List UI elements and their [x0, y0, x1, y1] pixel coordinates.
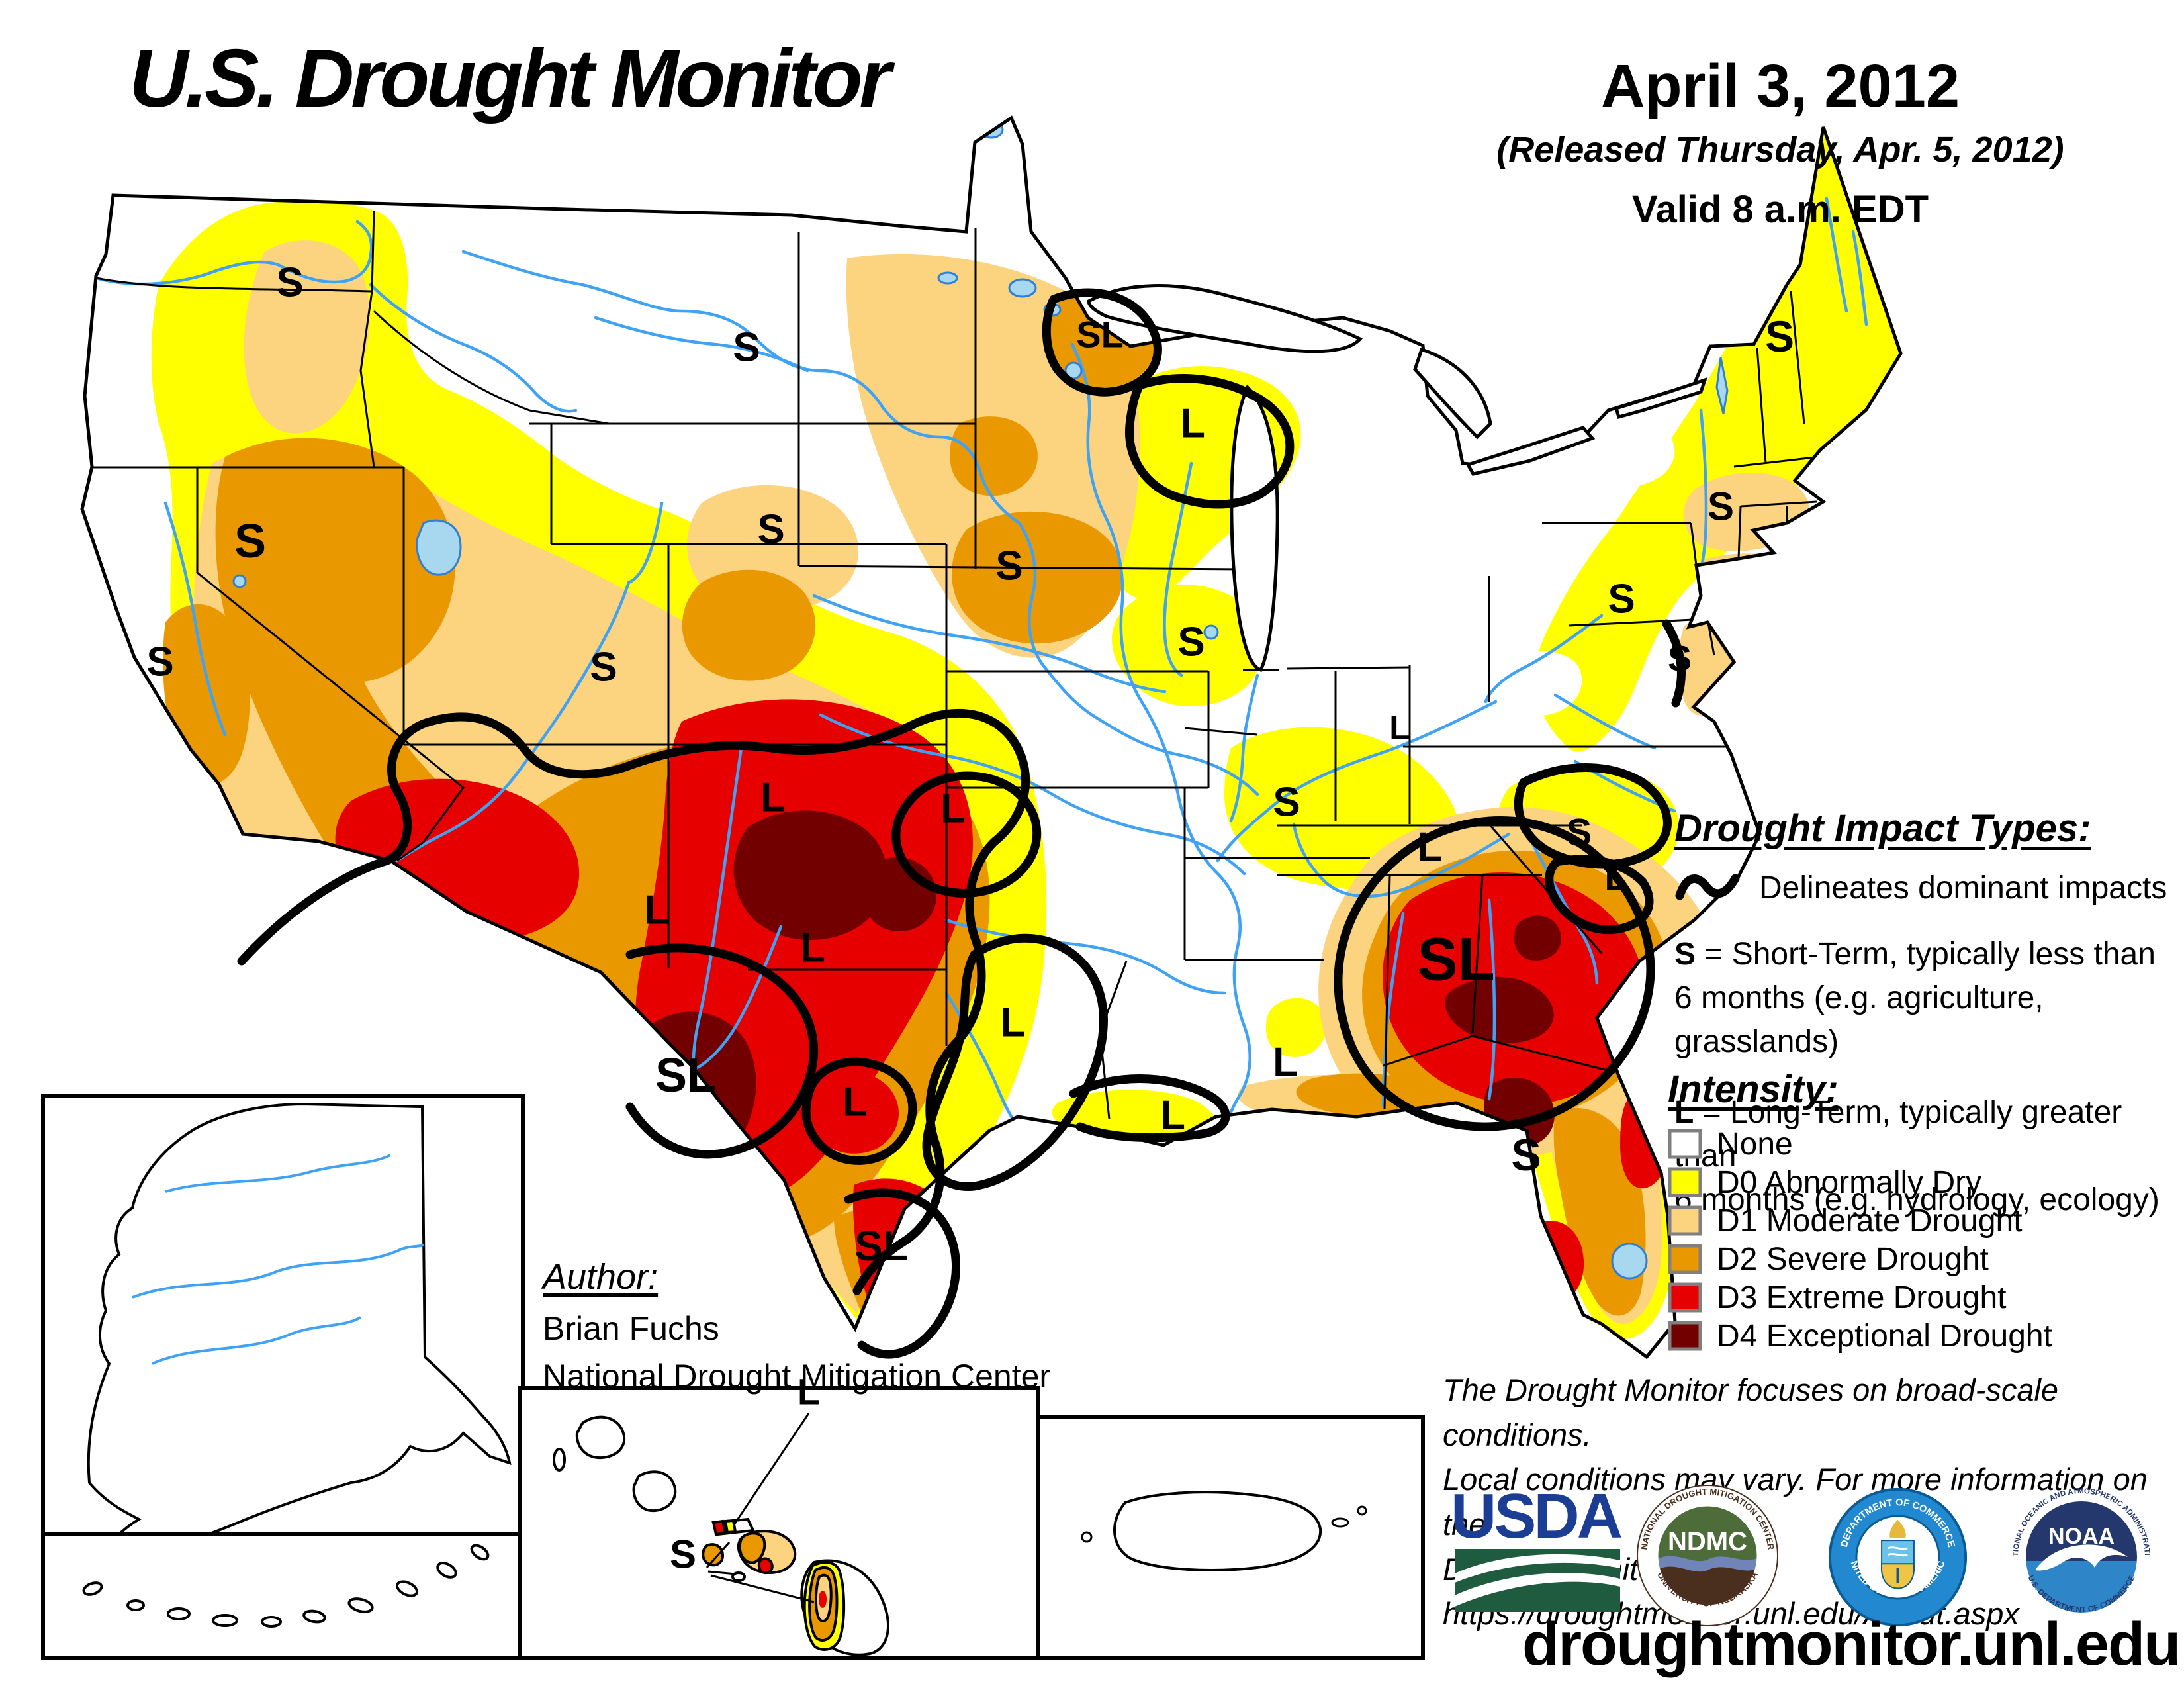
- delineation-squiggle-icon: [1675, 874, 1740, 900]
- impact-label: L: [1417, 824, 1442, 870]
- impact-label: S: [590, 644, 617, 690]
- impact-label: SL: [655, 1049, 717, 1102]
- impact-label: S: [1511, 1130, 1541, 1180]
- intensity-legend-title: Intensity:: [1668, 1068, 1839, 1111]
- impact-label: S: [1764, 312, 1795, 361]
- intensity-label: D2 Severe Drought: [1717, 1241, 1989, 1277]
- date-block: April 3, 2012 (Released Thursday, Apr. 5…: [1482, 52, 2078, 232]
- impact-label: S: [669, 1532, 697, 1577]
- impact-label: S: [1707, 484, 1735, 529]
- impact-label: S: [1608, 576, 1635, 622]
- impact-label: SL: [1417, 925, 1495, 994]
- impact-label: L: [797, 1370, 821, 1413]
- doc-eagle: [1889, 1519, 1906, 1538]
- small-lakes: [232, 120, 1729, 1280]
- alaska-inset: [41, 1094, 525, 1561]
- intensity-item-none: None: [1668, 1126, 2171, 1162]
- commerce-seal: DEPARTMENT OF COMMERCE UNITED STATES OF …: [1827, 1486, 1968, 1627]
- author-organization: National Drought Mitigation Center: [543, 1358, 1051, 1395]
- impact-label: L: [1000, 1000, 1025, 1046]
- map-date: April 3, 2012: [1600, 52, 1960, 120]
- author-heading: Author:: [543, 1257, 659, 1297]
- impact-label: S: [757, 506, 785, 553]
- impact-label: S: [1177, 619, 1205, 665]
- disclaimer-line2: Local conditions may vary. For more info…: [1443, 1462, 2148, 1542]
- impact-label: L: [1604, 855, 1628, 899]
- us-outline: [80, 115, 1903, 1360]
- usda-logo: USDA: [1451, 1486, 1624, 1612]
- impact-label: S: [276, 259, 304, 306]
- noaa-logo: NOAA NATIONAL OCEANIC AND ATMOSPHERIC AD…: [2009, 1483, 2151, 1614]
- short-term-definition: S = Short-Term, typically less than 6 mo…: [1674, 933, 2177, 1064]
- impact-label: L: [842, 1079, 868, 1125]
- impact-label: L: [1389, 709, 1410, 747]
- noaa-wordmark: NOAA: [2048, 1524, 2115, 1549]
- impact-label: L: [1180, 400, 1205, 447]
- great-lakes: [1087, 284, 1707, 672]
- impact-legend-title: Drought Impact Types:: [1674, 807, 2091, 850]
- intensity-item-d2: D2 Severe Drought: [1668, 1242, 2171, 1277]
- ndmc-wordmark: NDMC: [1668, 1527, 1747, 1556]
- usda-wordmark: USDA: [1451, 1486, 1621, 1552]
- impact-delineations: [237, 288, 1686, 1359]
- website-url: droughtmonitor.unl.edu: [1522, 1611, 2181, 1678]
- intensity-item-d1: D1 Moderate Drought: [1668, 1203, 2171, 1239]
- intensity-label: D3 Extreme Drought: [1717, 1280, 2007, 1315]
- long-term-line2: 6 months (e.g. hydrology, ecology): [1674, 1182, 2160, 1218]
- short-term-key: S: [1674, 937, 1696, 972]
- puerto-rico-inset: [1036, 1415, 1425, 1660]
- aleutians-inset: [41, 1532, 525, 1660]
- intensity-label: D0 Abnormally Dry: [1717, 1164, 1982, 1200]
- impact-label: S: [733, 324, 760, 371]
- intensity-legend: Intensity: None D0 Abnormally Dry D1 Mod…: [1668, 1067, 2171, 1354]
- ndmc-logo: NDMC NATIONAL DROUGHT MITIGATION CENTER …: [1637, 1485, 1778, 1626]
- page-title: U.S. Drought Monitor: [129, 33, 891, 124]
- impact-label: L: [1160, 1092, 1185, 1139]
- impact-label: L: [800, 925, 825, 971]
- impact-label: L: [760, 774, 786, 821]
- impact-label: S: [1566, 811, 1592, 855]
- short-term-text: = Short-Term, typically less than: [1696, 937, 2156, 972]
- valid-time: Valid 8 a.m. EDT: [1631, 188, 1929, 232]
- author-name: Brian Fuchs: [543, 1310, 719, 1347]
- short-term-line2: 6 months (e.g. agriculture, grasslands): [1674, 980, 2044, 1060]
- author-block: Author: Brian Fuchs National Drought Mit…: [543, 1256, 1050, 1395]
- intensity-label: D1 Moderate Drought: [1717, 1203, 2023, 1239]
- impact-label: S: [995, 543, 1023, 589]
- rivers: [94, 197, 1868, 1147]
- intensity-item-d0: D0 Abnormally Dry: [1668, 1165, 2171, 1200]
- impact-label: S: [146, 639, 174, 685]
- drought-layers: [92, 120, 1899, 1355]
- impact-label: S: [1273, 779, 1300, 825]
- intensity-item-d3: D3 Extreme Drought: [1668, 1280, 2171, 1315]
- impact-label: SL: [1076, 313, 1124, 355]
- release-date: (Released Thursday, Apr. 5, 2012): [1496, 130, 2064, 170]
- impact-label: SL: [854, 1222, 909, 1270]
- hawaii-inset: [518, 1386, 1040, 1660]
- impact-label: S: [1667, 639, 1692, 679]
- impact-label: L: [644, 887, 669, 933]
- impact-label: L: [1273, 1039, 1298, 1086]
- impact-label: L: [940, 786, 966, 832]
- disclaimer-line1: The Drought Monitor focuses on broad-sca…: [1443, 1372, 2059, 1452]
- long-term-key: L: [1674, 1094, 1694, 1130]
- impact-label: S: [234, 515, 267, 568]
- delineates-text: Delineates dominant impacts: [1759, 870, 2167, 906]
- intensity-label: D4 Exceptional Drought: [1717, 1318, 2052, 1354]
- intensity-label: None: [1717, 1126, 1793, 1162]
- intensity-item-d4: D4 Exceptional Drought: [1668, 1318, 2171, 1354]
